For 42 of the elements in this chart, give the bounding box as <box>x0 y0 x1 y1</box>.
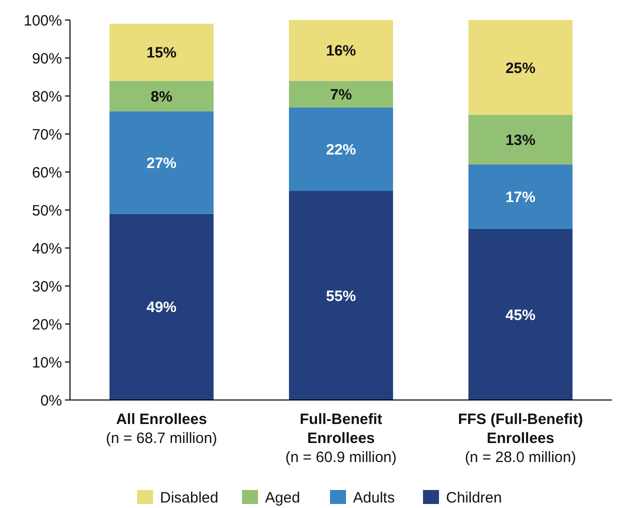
y-tick-label: 70% <box>32 126 62 144</box>
legend-label: Disabled <box>160 489 218 506</box>
bar <box>109 214 214 400</box>
legend-label: Aged <box>265 489 300 506</box>
bar <box>468 20 573 115</box>
data-label: 17% <box>505 188 536 206</box>
y-tick-label: 50% <box>32 202 62 220</box>
legend-label: Adults <box>353 489 395 506</box>
y-tick-label: 20% <box>32 316 62 334</box>
bar <box>468 229 573 400</box>
data-label: 13% <box>505 132 536 149</box>
x-tick-label: Full-Benefit Enrollees (n = 60.9 million) <box>285 411 397 466</box>
data-label: 49% <box>146 299 177 316</box>
data-label: 22% <box>326 141 356 158</box>
data-label: 8% <box>150 88 172 106</box>
bar <box>288 80 394 108</box>
data-label: 27% <box>146 154 177 172</box>
y-tick-label: 90% <box>32 50 62 68</box>
y-tick-label: 100% <box>24 12 62 30</box>
data-label: 16% <box>326 42 356 60</box>
data-label: 7% <box>330 86 352 104</box>
bar <box>468 115 573 164</box>
y-tick-label: 60% <box>32 164 62 182</box>
bar <box>109 80 214 112</box>
y-tick-label: 0% <box>40 392 62 410</box>
y-tick-label: 80% <box>32 88 62 106</box>
bar <box>288 191 394 400</box>
data-label: 15% <box>146 44 177 62</box>
bar <box>109 24 214 81</box>
data-label: 55% <box>326 288 356 305</box>
data-label: 45% <box>505 306 536 324</box>
bar <box>468 164 573 229</box>
data-label: 25% <box>505 60 536 77</box>
bar <box>288 20 394 81</box>
y-tick-label: 10% <box>32 354 62 372</box>
legend-label: Children <box>446 489 502 506</box>
y-tick-label: 30% <box>32 278 62 296</box>
x-tick-label: All Enrollees (n = 68.7 million) <box>106 411 218 447</box>
x-tick-label: FFS (Full-Benefit) Enrollees (n = 28.0 million) <box>458 411 583 466</box>
bar <box>288 107 394 191</box>
bar <box>109 111 214 214</box>
y-tick-label: 40% <box>32 240 62 258</box>
